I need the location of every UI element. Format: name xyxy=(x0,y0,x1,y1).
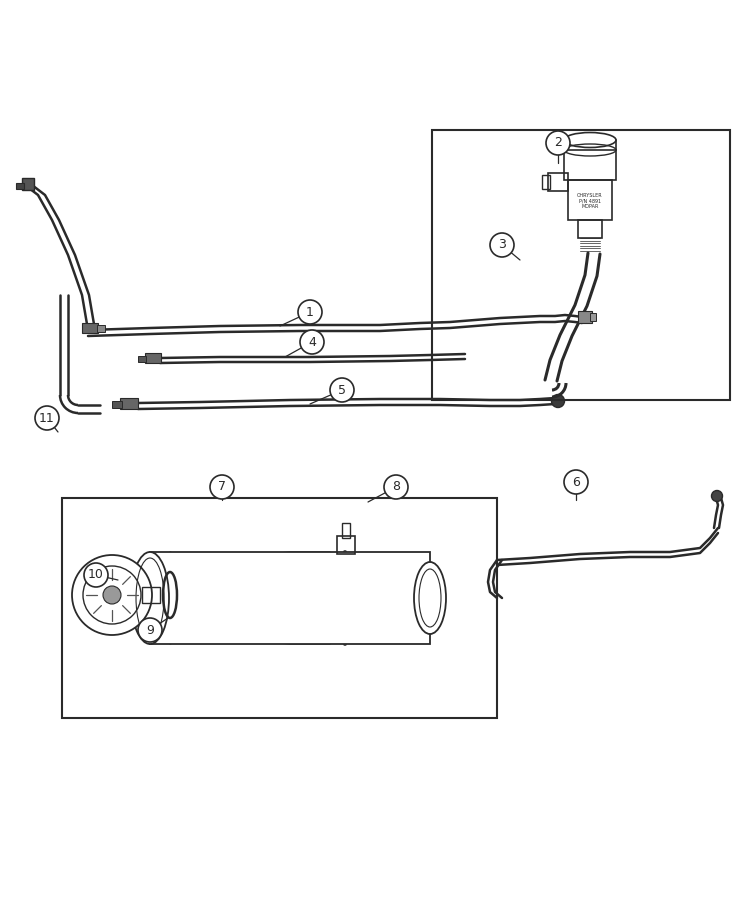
Circle shape xyxy=(330,378,354,402)
Bar xyxy=(432,130,730,400)
Bar xyxy=(337,536,355,554)
Bar xyxy=(22,178,34,190)
Circle shape xyxy=(300,330,324,354)
Circle shape xyxy=(210,475,234,499)
Text: 2: 2 xyxy=(554,137,562,149)
Circle shape xyxy=(490,233,514,257)
Bar xyxy=(62,498,497,718)
Text: 5: 5 xyxy=(338,383,346,397)
Bar xyxy=(138,356,146,362)
Bar xyxy=(542,175,550,189)
Circle shape xyxy=(84,563,108,587)
Circle shape xyxy=(564,470,588,494)
Text: 3: 3 xyxy=(498,238,506,251)
Bar xyxy=(548,173,568,191)
Circle shape xyxy=(138,618,162,642)
Bar xyxy=(145,353,161,363)
Text: 6: 6 xyxy=(572,475,580,489)
Text: 11: 11 xyxy=(39,411,55,425)
Bar xyxy=(590,313,596,321)
Text: 7: 7 xyxy=(218,481,226,493)
Circle shape xyxy=(35,406,59,430)
Bar xyxy=(120,398,138,409)
Ellipse shape xyxy=(551,394,565,408)
Bar xyxy=(564,150,616,180)
Text: CHRYSLER
P/N 4891
MOPAR: CHRYSLER P/N 4891 MOPAR xyxy=(577,193,603,210)
Bar xyxy=(568,180,612,220)
Bar xyxy=(112,401,122,408)
Bar xyxy=(97,325,105,332)
Circle shape xyxy=(72,555,152,635)
Ellipse shape xyxy=(131,552,169,644)
Circle shape xyxy=(103,586,121,604)
Bar xyxy=(16,183,24,189)
Circle shape xyxy=(384,475,408,499)
Text: 10: 10 xyxy=(88,569,104,581)
Circle shape xyxy=(546,131,570,155)
Bar xyxy=(142,587,160,603)
Ellipse shape xyxy=(414,562,446,634)
Text: 9: 9 xyxy=(146,624,154,636)
Ellipse shape xyxy=(711,491,722,501)
Bar xyxy=(342,523,350,538)
Text: 1: 1 xyxy=(306,305,314,319)
Bar xyxy=(578,220,602,238)
Text: 8: 8 xyxy=(392,481,400,493)
Bar xyxy=(578,311,592,323)
Text: 4: 4 xyxy=(308,336,316,348)
Bar xyxy=(82,323,98,333)
Circle shape xyxy=(298,300,322,324)
Bar xyxy=(150,552,430,644)
